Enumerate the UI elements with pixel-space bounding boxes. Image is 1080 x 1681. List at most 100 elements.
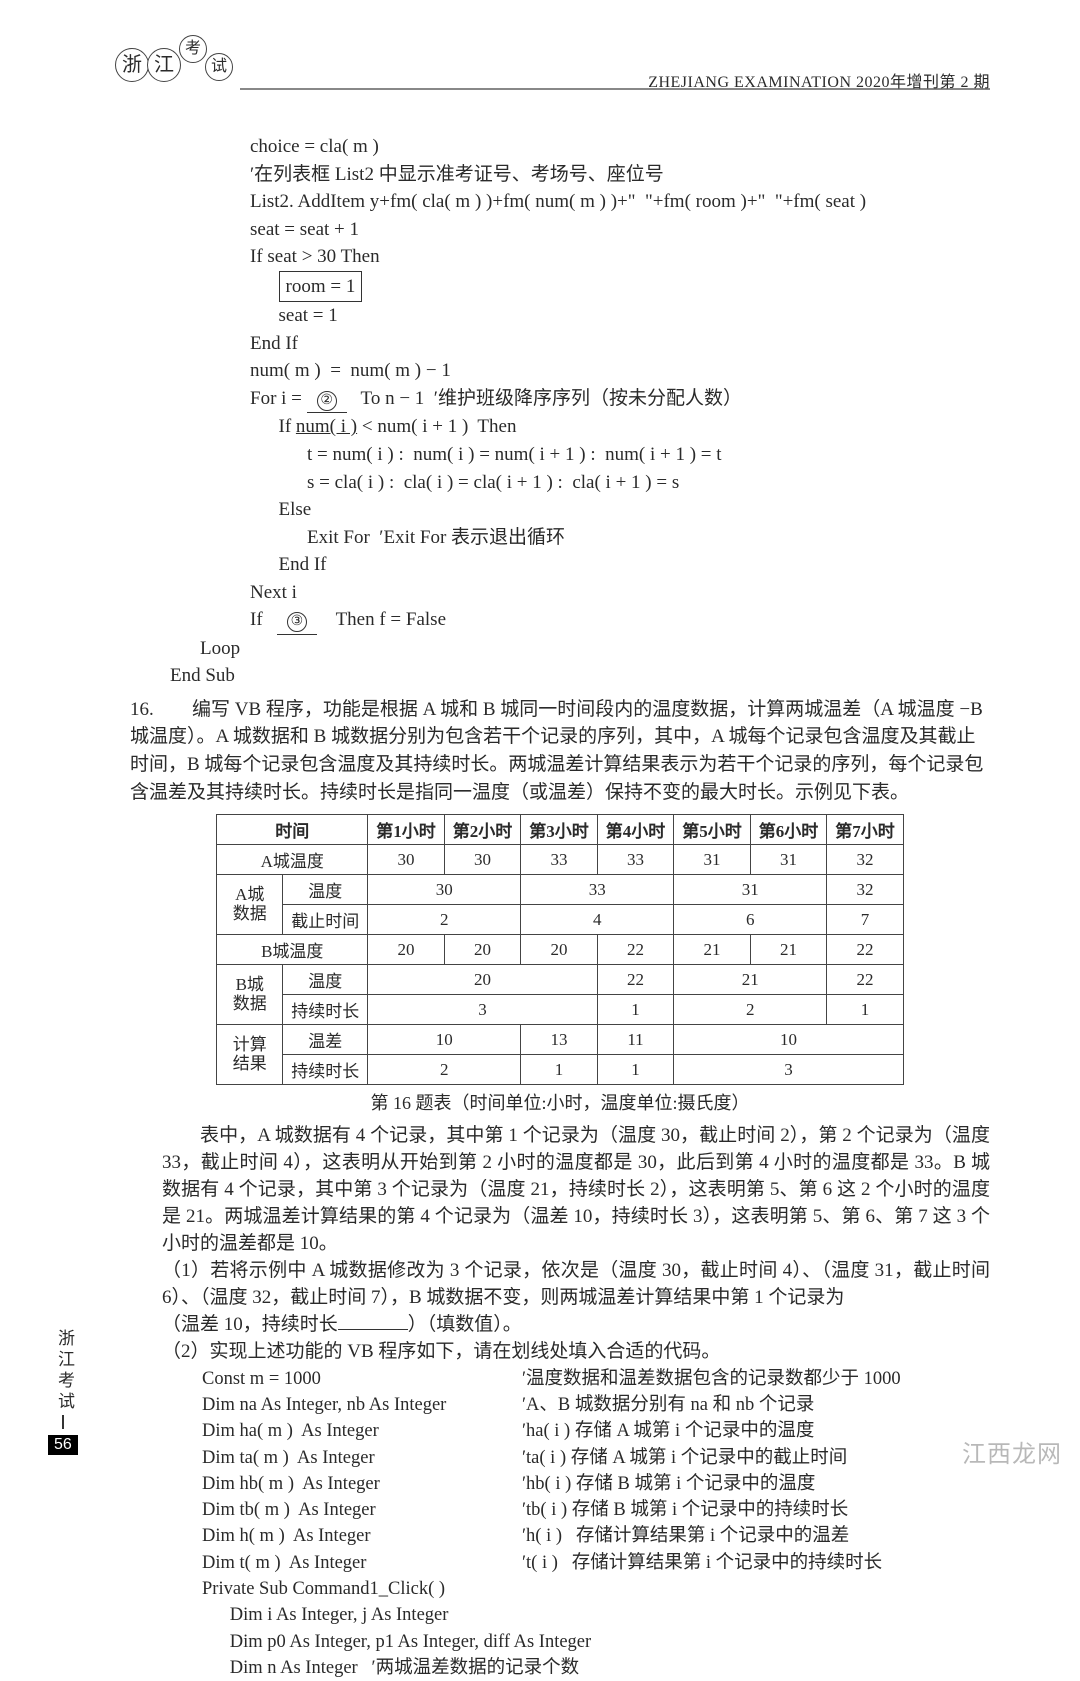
code-block-1: choice = cla( m ) ′在列表框 List2 中显示准考证号、考场…	[250, 133, 990, 635]
code-line: Dim hb( m ) As Integer′hb( i ) 存储 B 城第 i…	[202, 1471, 990, 1497]
code-left: Dim tb( m ) As Integer	[202, 1497, 522, 1523]
table-row: 持续时长2113	[217, 1055, 904, 1085]
code-line: Dim p0 As Integer, p1 As Integer, diff A…	[202, 1629, 990, 1655]
code-line: Dim h( m ) As Integer′h( i ) 存储计算结果第 i 个…	[202, 1523, 990, 1549]
c1-l6-boxed: room = 1	[279, 271, 363, 303]
c1-l11c: < num( i + 1 ) Then	[357, 416, 516, 437]
code-block-2: Const m = 1000′温度数据和温差数据包含的记录数都少于 1000Di…	[202, 1366, 990, 1681]
group-label: B城数据	[217, 965, 283, 1025]
c1-l10a: For i =	[250, 388, 307, 409]
side-label: 浙江考试	[52, 1329, 77, 1413]
code-comment: ′h( i ) 存储计算结果第 i 个记录中的温差	[522, 1523, 990, 1549]
cell: 31	[750, 845, 827, 875]
cell: 31	[674, 875, 827, 905]
code-left: Dim p0 As Integer, p1 As Integer, diff A…	[202, 1629, 522, 1655]
logo-char-2: 江	[147, 48, 181, 82]
cell: 3	[368, 995, 598, 1025]
row-label: 温度	[283, 965, 368, 995]
c1-l16: End If	[279, 554, 327, 575]
cell: 20	[521, 935, 598, 965]
row-label: 温度	[283, 875, 368, 905]
logo: 浙 江 考 试	[115, 48, 227, 82]
cell: 1	[521, 1055, 598, 1085]
c1-l19: Loop	[200, 638, 240, 659]
data-table: 时间 第1小时 第2小时 第3小时 第4小时 第5小时 第6小时 第7小时 A城…	[216, 814, 904, 1085]
c1-l4: seat = seat + 1	[250, 219, 359, 240]
cell: 10	[674, 1025, 904, 1055]
code-block-1-end: Loop End Sub	[200, 635, 990, 690]
cell: 30	[444, 845, 521, 875]
desc-q1c: ）（填数值）。	[408, 1314, 522, 1335]
cell: 2	[674, 995, 827, 1025]
th-6: 第6小时	[750, 815, 827, 845]
cell: 30	[368, 845, 445, 875]
cell: 20	[368, 965, 598, 995]
desc-q1-line2: （温差 10，持续时长 ）（填数值）。	[162, 1312, 990, 1339]
cell: 30	[368, 875, 521, 905]
th-2: 第2小时	[444, 815, 521, 845]
cell: 10	[368, 1025, 521, 1055]
side-line	[62, 1415, 64, 1429]
code-comment: ′tb( i ) 存储 B 城第 i 个记录中的持续时长	[522, 1497, 990, 1523]
desc-q1b: （温差 10，持续时长	[162, 1314, 338, 1335]
table-row: B城数据温度20222122	[217, 965, 904, 995]
code-comment	[522, 1602, 990, 1628]
cell: 7	[827, 905, 904, 935]
code-line: Dim na As Integer, nb As Integer′A、B 城数据…	[202, 1392, 990, 1418]
group-label: 计算结果	[217, 1025, 283, 1085]
c1-l18a: If	[250, 609, 277, 630]
code-left: Private Sub Command1_Click( )	[202, 1576, 522, 1602]
cell: 6	[674, 905, 827, 935]
q16-number: 16.	[130, 696, 160, 724]
row-label: A城温度	[217, 845, 368, 875]
code-line: Dim tb( m ) As Integer′tb( i ) 存储 B 城第 i…	[202, 1497, 990, 1523]
desc-q1a: （1）若将示例中 A 城数据修改为 3 个记录，依次是（温度 30，截止时间 4…	[162, 1260, 990, 1308]
logo-char-4: 试	[205, 53, 233, 81]
row-label: 持续时长	[283, 995, 368, 1025]
cell: 4	[521, 905, 674, 935]
code-comment	[522, 1576, 990, 1602]
code-left: Dim na As Integer, nb As Integer	[202, 1392, 522, 1418]
code-left: Const m = 1000	[202, 1366, 522, 1392]
c1-l11b: num( i )	[296, 416, 357, 437]
code-line: Dim i As Integer, j As Integer	[202, 1602, 990, 1628]
code-comment: ′t( i ) 存储计算结果第 i 个记录中的持续时长	[522, 1550, 990, 1576]
cell: 1	[827, 995, 904, 1025]
c1-l13: s = cla( i ) : cla( i ) = cla( i + 1 ) :…	[307, 472, 679, 493]
row-label: B城温度	[217, 935, 368, 965]
code-comment: ′ha( i ) 存储 A 城第 i 个记录中的温度	[522, 1418, 990, 1444]
table-row: B城温度20202022212122	[217, 935, 904, 965]
code-left: Dim t( m ) As Integer	[202, 1550, 522, 1576]
blank-3: ③	[277, 606, 317, 635]
c1-l20: End Sub	[170, 665, 235, 686]
cell: 20	[444, 935, 521, 965]
cell: 32	[827, 875, 904, 905]
cell: 1	[597, 995, 674, 1025]
code-comment	[522, 1629, 990, 1655]
code-line: Dim t( m ) As Integer′t( i ) 存储计算结果第 i 个…	[202, 1550, 990, 1576]
c1-l7: seat = 1	[279, 305, 338, 326]
c1-l17: Next i	[250, 582, 297, 603]
table-row: A城温度30303333313132	[217, 845, 904, 875]
desc-q2: （2）实现上述功能的 VB 程序如下，请在划线处填入合适的代码。	[162, 1339, 990, 1366]
blank-2-label: ②	[317, 391, 337, 411]
cell: 32	[827, 845, 904, 875]
c1-l1: choice = cla( m )	[250, 136, 379, 157]
cell: 2	[368, 905, 521, 935]
th-3: 第3小时	[521, 815, 598, 845]
code-left: Dim h( m ) As Integer	[202, 1523, 522, 1549]
row-label: 截止时间	[283, 905, 368, 935]
row-label: 温差	[283, 1025, 368, 1055]
cell: 21	[750, 935, 827, 965]
th-7: 第7小时	[827, 815, 904, 845]
watermark: 江西龙网	[962, 1434, 1062, 1469]
cell: 22	[597, 965, 674, 995]
cell: 2	[368, 1055, 521, 1085]
cell: 20	[368, 935, 445, 965]
code-line: Const m = 1000′温度数据和温差数据包含的记录数都少于 1000	[202, 1366, 990, 1392]
blank-2: ②	[307, 385, 347, 414]
code-comment: ′ta( i ) 存储 A 城第 i 个记录中的截止时间	[522, 1445, 990, 1471]
answer-blank-1	[338, 1329, 408, 1330]
c1-l8: End If	[250, 333, 298, 354]
cell: 3	[674, 1055, 904, 1085]
